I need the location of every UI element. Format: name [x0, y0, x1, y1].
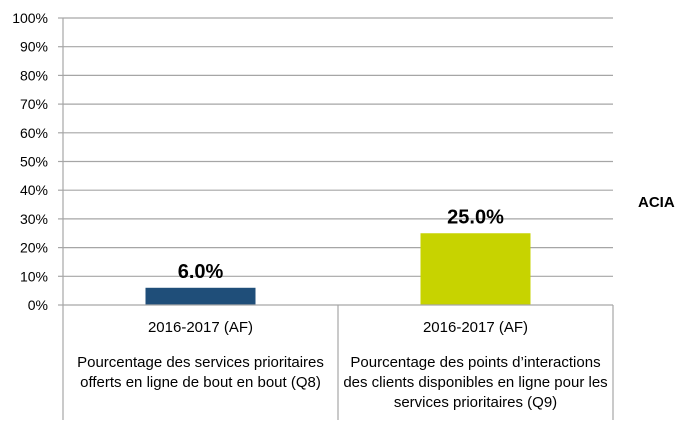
category-year-label: 2016-2017 (AF)	[423, 319, 528, 336]
y-tick-label: 60%	[20, 125, 48, 141]
y-tick-label: 50%	[20, 154, 48, 170]
category-description-line: services prioritaires (Q9)	[394, 394, 557, 411]
y-tick-label: 0%	[28, 297, 48, 313]
legend-label: ACIA	[638, 194, 675, 211]
category-description-line: des clients disponibles en ligne pour le…	[343, 374, 607, 391]
bars	[145, 233, 531, 305]
category-description-line: offerts en ligne de bout en bout (Q8)	[80, 374, 321, 391]
category-description-line: Pourcentage des points d’interactions	[350, 354, 600, 371]
y-tick-label: 20%	[20, 240, 48, 256]
data-labels: 6.0% 25.0%	[178, 206, 504, 283]
y-axis-tick-labels: 0% 10% 20% 30% 40% 50% 60% 70% 80% 90% 100%	[12, 10, 63, 313]
y-tick-label: 90%	[20, 39, 48, 55]
y-tick-label: 40%	[20, 182, 48, 198]
y-tick-label: 80%	[20, 67, 48, 83]
y-tick-label: 70%	[20, 96, 48, 112]
bar	[145, 287, 256, 305]
y-tick-label: 30%	[20, 211, 48, 227]
category-labels: 2016-2017 (AF) Pourcentage des services p…	[62, 305, 614, 420]
y-tick-label: 100%	[12, 10, 48, 26]
data-label: 25.0%	[447, 206, 504, 228]
category-year-label: 2016-2017 (AF)	[148, 319, 253, 336]
gridlines	[63, 17, 613, 277]
y-tick-label: 10%	[20, 268, 48, 284]
category-description-line: Pourcentage des services prioritaires	[77, 354, 324, 371]
data-label: 6.0%	[178, 261, 224, 283]
bar	[420, 233, 531, 305]
